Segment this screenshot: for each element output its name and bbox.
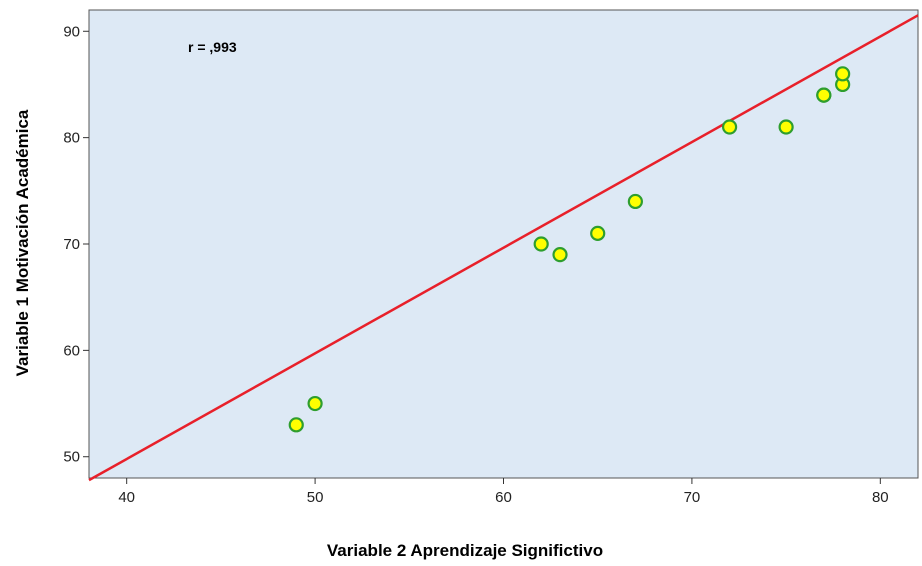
data-point — [288, 417, 304, 433]
x-tick-label: 70 — [684, 489, 701, 506]
data-point — [778, 119, 794, 135]
data-point — [552, 247, 568, 263]
regression-line — [88, 14, 919, 482]
y-tick-label: 80 — [63, 130, 80, 147]
points-layer — [288, 66, 851, 433]
correlation-annotation: r = ,993 — [188, 39, 237, 55]
data-point — [627, 193, 643, 210]
plot-background — [88, 9, 919, 479]
x-tick-label: 50 — [307, 489, 324, 506]
x-tick-label: 80 — [872, 489, 889, 506]
y-axis-title: Variable 1 Motivación Académica — [13, 109, 32, 376]
data-point — [721, 119, 738, 135]
y-tick-label: 60 — [63, 342, 80, 359]
y-tick-label: 90 — [63, 23, 80, 40]
data-point — [590, 225, 606, 241]
y-axis: 50 60 70 80 90 — [63, 23, 89, 466]
x-tick-label: 60 — [495, 489, 512, 506]
x-axis-title: Variable 2 Aprendizaje Significtivo — [327, 541, 603, 560]
data-point — [835, 66, 851, 82]
data-point — [816, 87, 832, 103]
plot-area — [88, 9, 919, 479]
fit-line-layer — [88, 14, 919, 482]
y-tick-label: 50 — [63, 449, 80, 466]
x-axis: 40 50 60 70 80 — [118, 478, 889, 506]
data-point — [533, 236, 549, 252]
data-point — [307, 395, 323, 412]
y-tick-label: 70 — [63, 236, 80, 253]
x-tick-label: 40 — [118, 489, 135, 506]
